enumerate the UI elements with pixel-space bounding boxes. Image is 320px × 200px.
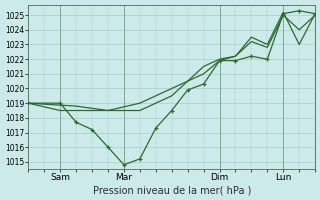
X-axis label: Pression niveau de la mer( hPa ): Pression niveau de la mer( hPa ) — [92, 185, 251, 195]
